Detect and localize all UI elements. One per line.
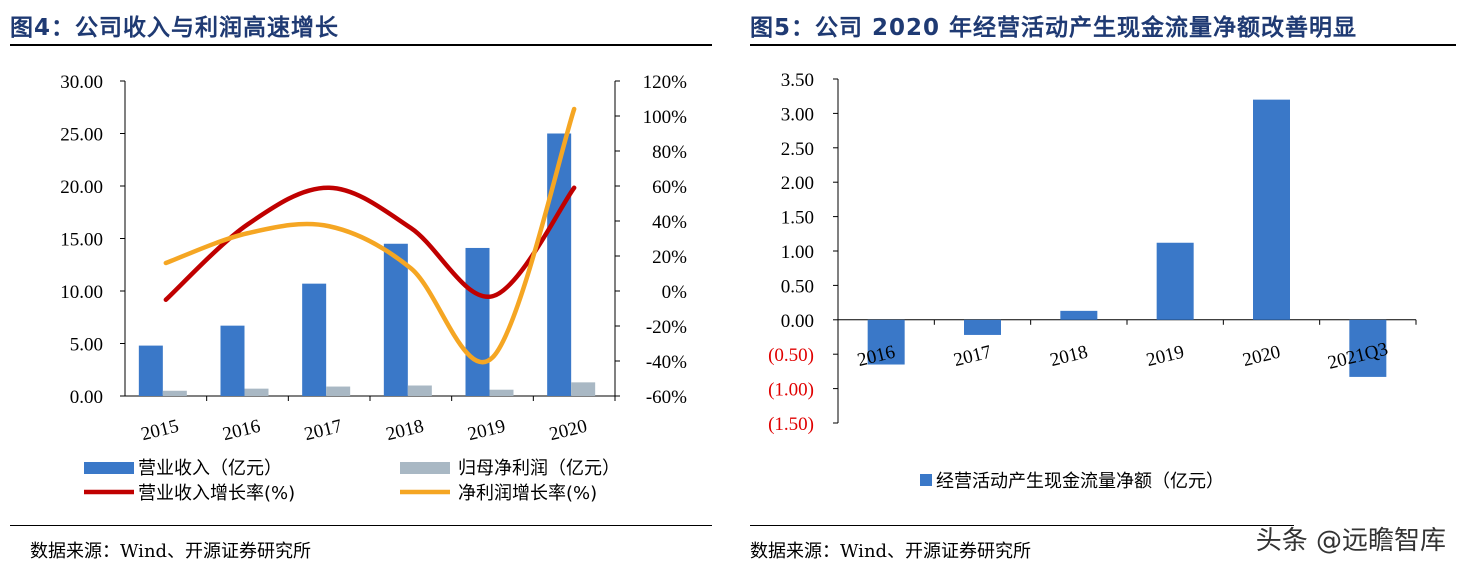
right-tick-label: -60% bbox=[646, 387, 687, 408]
legend-cashflow-label: 经营活动产生现金流量净额（亿元） bbox=[936, 471, 1224, 492]
revenue-bar bbox=[220, 325, 245, 396]
source-rule bbox=[10, 525, 712, 526]
cashflow-bar bbox=[1253, 99, 1290, 320]
net-profit-bar bbox=[162, 390, 187, 396]
right-tick-label: 80% bbox=[652, 142, 687, 163]
legend-profit-growth-label: 净利润增长率(%) bbox=[458, 483, 597, 504]
x-tick-label: 2017 bbox=[302, 416, 344, 446]
y-tick-label: (0.50) bbox=[768, 345, 814, 366]
figure-5-title: 图5：公司 2020 年经营活动产生现金流量净额改善明显 bbox=[750, 15, 1358, 41]
revenue-bar bbox=[383, 243, 408, 396]
revenue-bar bbox=[138, 345, 163, 396]
x-tick-label: 2020 bbox=[1241, 342, 1283, 372]
x-tick-label: 2020 bbox=[547, 416, 589, 446]
net-profit-bar bbox=[244, 388, 269, 396]
left-tick-label: 25.00 bbox=[60, 125, 103, 146]
net-profit-bar bbox=[489, 389, 514, 396]
revenue-bar bbox=[465, 247, 490, 396]
x-tick-label: 2015 bbox=[139, 416, 181, 446]
revenue-bar bbox=[547, 133, 572, 396]
right-tick-label: -20% bbox=[646, 317, 687, 338]
revenue-profit-chart: 0.00 5.00 10.00 15.00 20.00 25.00 30.00 -60% -40… bbox=[60, 72, 688, 504]
y-tick-label: 0.50 bbox=[781, 276, 814, 297]
right-tick-label: 120% bbox=[643, 72, 688, 93]
y-tick-label: (1.50) bbox=[768, 414, 814, 435]
legend-net-profit-swatch bbox=[400, 462, 450, 474]
legend-net-profit-label: 归母净利润（亿元） bbox=[458, 458, 620, 479]
cashflow-bar bbox=[1156, 242, 1194, 320]
x-tick-label: 2019 bbox=[466, 416, 508, 446]
right-tick-label: -40% bbox=[646, 352, 687, 373]
legend-revenue-label: 营业收入（亿元） bbox=[138, 458, 282, 479]
y-tick-label: 2.00 bbox=[781, 173, 814, 194]
cashflow-bar bbox=[1349, 319, 1387, 377]
legend-revenue-swatch bbox=[84, 462, 134, 474]
figure-4-title: 图4：公司收入与利润高速增长 bbox=[10, 15, 340, 41]
y-tick-label: 3.00 bbox=[781, 104, 814, 125]
x-tick-label: 2017 bbox=[952, 342, 994, 372]
right-tick-label: 100% bbox=[643, 107, 688, 128]
figure-4-panel: 图4：公司收入与利润高速增长 0.00 5.00 10.00 15.00 20.00 25… bbox=[0, 0, 720, 574]
left-tick-label: 5.00 bbox=[70, 335, 103, 356]
net-profit-bar bbox=[326, 386, 351, 396]
right-tick-label: 60% bbox=[652, 177, 687, 198]
figure-5-panel: 图5：公司 2020 年经营活动产生现金流量净额改善明显 (1.50) (1.00… bbox=[740, 0, 1464, 574]
x-tick-label: 2018 bbox=[384, 416, 426, 446]
x-tick-label: 2016 bbox=[855, 342, 897, 372]
title-rule bbox=[750, 44, 1456, 46]
cashflow-bar bbox=[964, 319, 1001, 335]
watermark-text: 头条 @远瞻智库 bbox=[1255, 526, 1446, 556]
left-tick-label: 30.00 bbox=[60, 72, 103, 93]
left-tick-label: 10.00 bbox=[60, 282, 103, 303]
cashflow-bar bbox=[867, 319, 905, 365]
cashflow-bar bbox=[1060, 310, 1098, 320]
net-profit-bar bbox=[407, 385, 432, 396]
net-profit-bar bbox=[571, 382, 596, 396]
figure-4-source: 数据来源：Wind、开源证券研究所 bbox=[30, 541, 312, 562]
legend-revenue-growth-label: 营业收入增长率(%) bbox=[138, 483, 295, 504]
left-tick-label: 20.00 bbox=[60, 177, 103, 198]
legend-cashflow-swatch bbox=[920, 474, 932, 486]
x-tick-label: 2019 bbox=[1144, 342, 1186, 372]
left-tick-label: 0.00 bbox=[70, 387, 103, 408]
figure-5-source: 数据来源：Wind、开源证券研究所 bbox=[750, 541, 1032, 562]
profit-growth-line bbox=[163, 106, 577, 365]
revenue-bar bbox=[302, 283, 327, 396]
revenue-growth-line bbox=[163, 185, 577, 302]
right-tick-label: 40% bbox=[652, 212, 687, 233]
y-tick-label: 1.50 bbox=[781, 208, 814, 229]
left-tick-label: 15.00 bbox=[60, 230, 103, 251]
source-rule bbox=[750, 525, 1294, 526]
y-tick-label: 3.50 bbox=[781, 70, 814, 91]
y-tick-label: 2.50 bbox=[781, 139, 814, 160]
cashflow-chart: (1.50) (1.00) (0.50) 0.00 0.50 1.00 1.50 2.00 2.… bbox=[768, 70, 1417, 492]
right-tick-label: 20% bbox=[652, 247, 687, 268]
right-tick-label: 0% bbox=[662, 282, 688, 303]
y-tick-label: 0.00 bbox=[781, 311, 814, 332]
y-tick-label: (1.00) bbox=[768, 380, 814, 401]
x-tick-label: 2018 bbox=[1048, 342, 1090, 372]
y-tick-label: 1.00 bbox=[781, 242, 814, 263]
x-tick-label: 2016 bbox=[221, 416, 263, 446]
title-rule bbox=[10, 44, 712, 46]
